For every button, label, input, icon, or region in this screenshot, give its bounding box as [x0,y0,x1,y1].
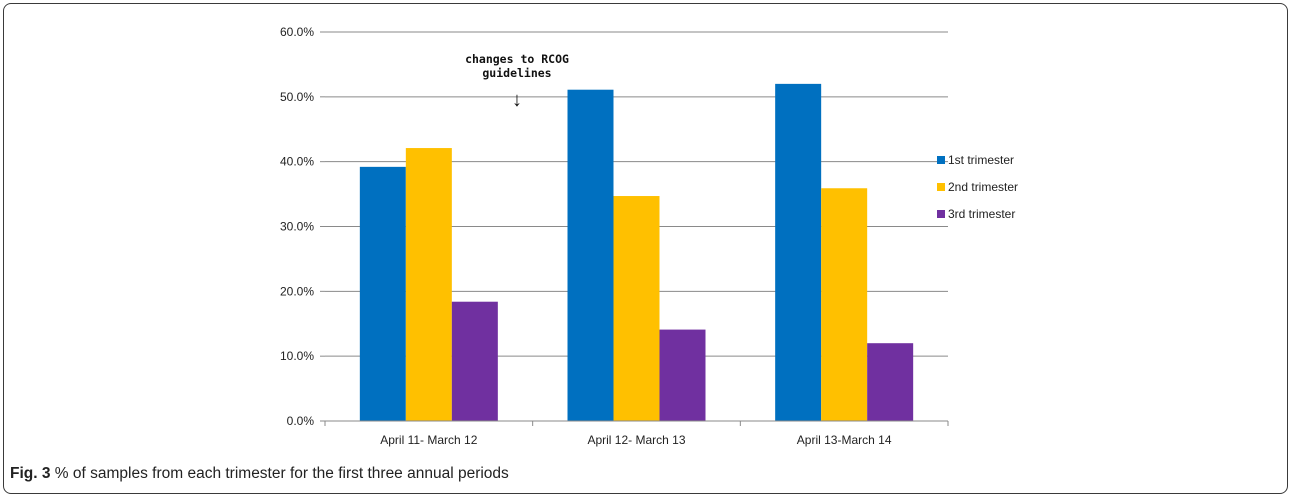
legend-label: 3rd trimester [948,207,1015,221]
legend-swatch [937,156,945,164]
y-tick-label: 40.0% [280,155,314,169]
annotation-line-1: changes to RCOG [465,52,569,66]
bar-3-2 [659,329,706,421]
legend: 1st trimester 2nd trimester 3rd trimester [937,153,1018,221]
y-tick-label: 60.0% [280,25,314,39]
bar-1-1 [359,166,406,421]
legend-swatch [937,210,945,218]
annotation-line-2: guidelines [482,66,551,80]
x-tick-label: April 12- March 13 [587,433,685,447]
bar-1-2 [567,89,614,422]
bar-3-3 [867,343,914,421]
y-tick-label: 50.0% [280,90,314,104]
y-tick-label: 0.0% [287,414,315,428]
bars [359,83,914,422]
figure-caption: Fig. 3 % of samples from each trimester … [10,465,509,483]
bar-2-1 [405,148,452,421]
y-axis-ticks: 0.0% 10.0% 20.0% 30.0% 40.0% 50.0% 60.0% [280,25,325,428]
figure-frame [3,3,1288,494]
y-tick-label: 20.0% [280,284,314,298]
legend-swatch [937,183,945,191]
bar-1-3 [775,83,822,421]
bar-chart: 0.0% 10.0% 20.0% 30.0% 40.0% 50.0% 60.0% April… [280,25,1018,447]
legend-label: 1st trimester [948,153,1014,167]
x-tick-label: April 11- March 12 [380,433,477,447]
legend-label: 2nd trimester [948,180,1018,194]
annotation: changes to RCOG guidelines ↓ [465,52,569,111]
bar-3-1 [451,301,498,421]
x-axis-ticks: April 11- March 12 April 12- March 13 Apri… [324,421,949,447]
y-tick-label: 30.0% [280,220,314,234]
down-arrow-icon: ↓ [512,89,522,111]
figure-label: Fig. 3 [10,465,51,482]
figure-caption-text: % of samples from each trimester for the… [54,465,509,482]
y-tick-label: 10.0% [280,349,314,363]
x-tick-label: April 13-March 14 [797,433,892,447]
bar-2-2 [613,196,660,421]
bar-2-3 [821,188,868,421]
